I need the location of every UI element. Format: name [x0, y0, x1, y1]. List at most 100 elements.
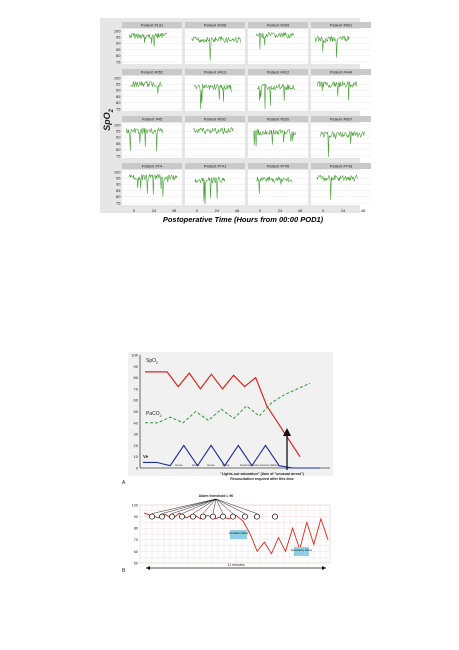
- x-tick-label: 48: [172, 208, 177, 213]
- panel-header: [122, 116, 182, 122]
- alarm-event-circle: [169, 513, 175, 520]
- figure-a-letter: A: [122, 480, 126, 486]
- y-tick-label: 80: [116, 147, 121, 152]
- apnea-label-1: Apnea: [175, 464, 183, 467]
- panel-plot-area: [311, 170, 371, 205]
- spo2-trace-line: [128, 173, 178, 197]
- panel-title: Patient #741: [204, 164, 227, 169]
- spo2-curve-label: SpO2: [146, 358, 158, 365]
- x-tick-label: 24: [215, 208, 220, 213]
- alarm-pointer-line: [181, 498, 217, 514]
- paco2-curve-label: PaCO2: [146, 411, 162, 418]
- x-tick-label: 0: [133, 208, 136, 213]
- alarm-event-circle: [220, 513, 226, 520]
- spo2-trace-line: [194, 176, 226, 205]
- alarm-event-circle: [242, 513, 248, 520]
- figure-a-y-tick-label: 20: [134, 443, 139, 448]
- alarm-pointer-line: [215, 498, 258, 514]
- alarm-pointer-line: [215, 498, 234, 514]
- alarm-event-circle: [254, 513, 260, 520]
- x-tick-label: 0: [196, 208, 199, 213]
- panel-header: [311, 163, 371, 169]
- x-tick-label: 24: [341, 208, 346, 213]
- panel-header: [248, 163, 308, 169]
- panel-plot-area: [122, 29, 182, 64]
- lights-out-annotation: "Lights-out saturation" (time of "unusua…: [220, 472, 304, 476]
- alarm-event-circle: [159, 513, 165, 520]
- panel-plot-area: [311, 29, 371, 64]
- figure-b-y-tick-label: 60: [134, 550, 138, 554]
- respiratory-failure-label: Respiratory failure: [291, 548, 313, 552]
- panel-plot-area: [311, 123, 371, 158]
- alarm-event-circle: [230, 513, 236, 520]
- ventilation-failure-box: [230, 530, 247, 539]
- alarm-pointer-line: [192, 498, 217, 514]
- alarm-event-circle: [200, 513, 206, 520]
- panel-header: [122, 163, 182, 169]
- spo2-trace-line: [255, 32, 295, 50]
- y-tick-label: 85: [116, 141, 121, 146]
- spo2-trace-line: [191, 35, 241, 61]
- panel-header: [248, 69, 308, 75]
- spo2-trace-line: [320, 130, 365, 158]
- panel-plot-area: [185, 76, 245, 111]
- y-tick-label: 100: [114, 169, 121, 174]
- panel-plot-area: [122, 123, 182, 158]
- paco2-series-line: [145, 382, 311, 424]
- panel-title: Patient #74: [142, 164, 163, 169]
- ve-series-line: [143, 444, 320, 469]
- alarm-threshold-label: Alarm threshold = 90: [199, 494, 234, 498]
- x-tick-label: 0: [259, 208, 262, 213]
- figure-a-y-tick-label: 40: [134, 420, 139, 425]
- figure-a-y-tick-label: 30: [134, 432, 139, 437]
- x-tick-label: 24: [152, 208, 157, 213]
- y-tick-label: 80: [116, 53, 121, 58]
- figure-b-y-tick-label: 100: [132, 503, 138, 507]
- panel-plot-area: [185, 170, 245, 205]
- x-tick-label: 48: [298, 208, 303, 213]
- y-tick-label: 80: [116, 194, 121, 199]
- alarm-pointer-line: [161, 498, 217, 514]
- y-tick-label: 95: [116, 35, 121, 40]
- panel-header: [311, 116, 371, 122]
- y-tick-label: 100: [114, 75, 121, 80]
- panel-title: Patient #444: [330, 70, 353, 75]
- panel-plot-area: [185, 29, 245, 64]
- panel-header: [185, 22, 245, 28]
- panel-title: Patient #891: [330, 23, 353, 28]
- y-tick-label: 95: [116, 129, 121, 134]
- panel-title: Patient #208: [204, 23, 227, 28]
- apnea-label-4: Apnea: [222, 464, 230, 467]
- panel-header: [185, 69, 245, 75]
- sustained-pressure-note: Sustained airway pressure (failure): [240, 464, 279, 467]
- figure-b: 100 90 80 70 60 50 Alarm threshold = 90 Venti…: [122, 494, 331, 574]
- alarm-pointer-line: [215, 498, 224, 514]
- panel-header: [185, 116, 245, 122]
- spo2-series-line: [145, 371, 301, 458]
- spo2-trace-line: [193, 127, 234, 135]
- y-tick-label: 90: [116, 41, 121, 46]
- apnea-label-3: Apnea: [207, 464, 215, 467]
- panel-header: [311, 22, 371, 28]
- spo2-trace-line: [128, 32, 168, 47]
- x-tick-label: 0: [322, 208, 325, 213]
- arrow-head-icon: [283, 428, 291, 436]
- y-tick-label: 75: [116, 106, 121, 111]
- spo2-trace-line: [130, 80, 163, 94]
- panel-title: Patient #745: [267, 164, 290, 169]
- ve-curve-label: Ve: [143, 454, 149, 459]
- y-tick-label: 75: [116, 153, 121, 158]
- y-tick-label: 75: [116, 200, 121, 205]
- spo2-trace-line: [317, 80, 358, 101]
- y-tick-label: 100: [114, 28, 121, 33]
- y-tick-label: 95: [116, 176, 121, 181]
- panel-plot-area: [248, 29, 308, 64]
- alarm-pointer-line: [212, 498, 217, 514]
- figure-a-y-tick-label: 80: [134, 375, 139, 380]
- figure-b-y-tick-label: 90: [134, 515, 138, 519]
- alarm-event-circle: [210, 513, 216, 520]
- panel-plot-area: [122, 76, 182, 111]
- panel-title: Patient #209: [267, 23, 290, 28]
